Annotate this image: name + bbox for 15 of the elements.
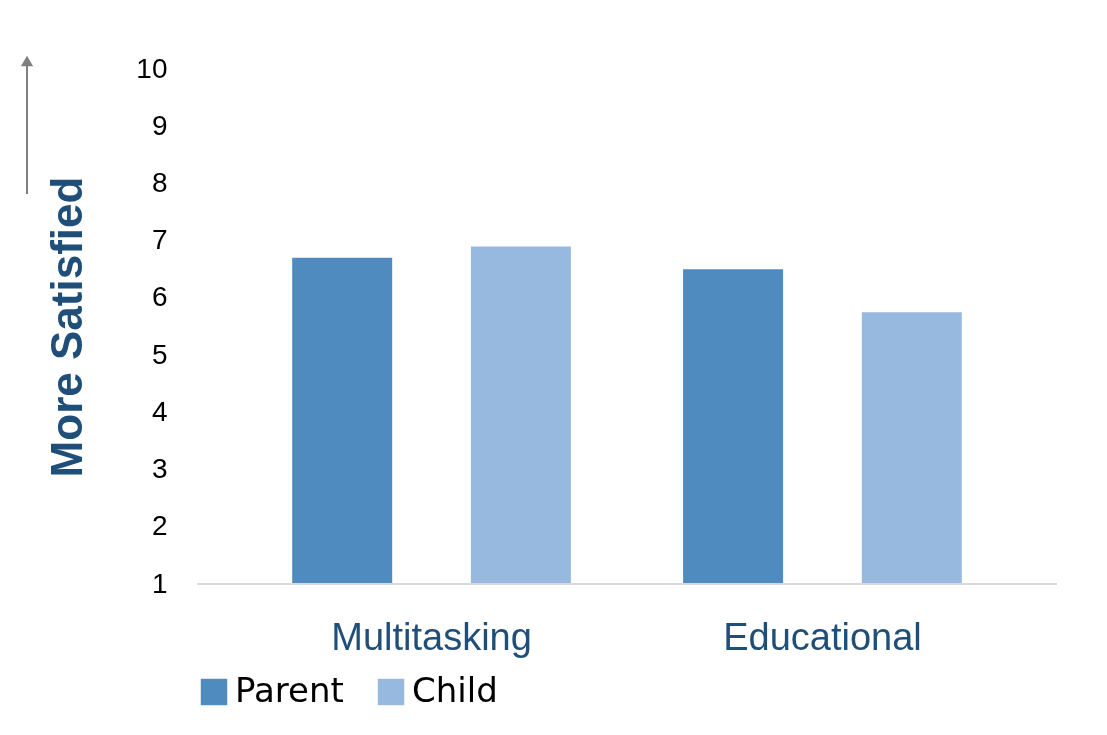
y-tick-label: 4	[151, 395, 168, 427]
y-tick-label: 1	[151, 567, 168, 599]
legend-label: Child	[412, 670, 498, 710]
y-tick-label: 2	[151, 510, 168, 542]
y-tick-label: 10	[136, 52, 168, 84]
y-tick-label: 9	[151, 109, 168, 141]
x-tick-label: Educational	[723, 615, 922, 658]
legend-label: Parent	[235, 670, 344, 710]
y-tick-label: 8	[151, 166, 168, 198]
y-axis-title: More Satisfied	[42, 176, 92, 478]
x-tick-label: Multitasking	[331, 615, 532, 658]
y-tick-label: 6	[151, 281, 168, 313]
y-tick-label: 5	[151, 338, 168, 370]
y-tick-label: 3	[151, 453, 168, 485]
y-tick-label: 7	[151, 224, 168, 256]
